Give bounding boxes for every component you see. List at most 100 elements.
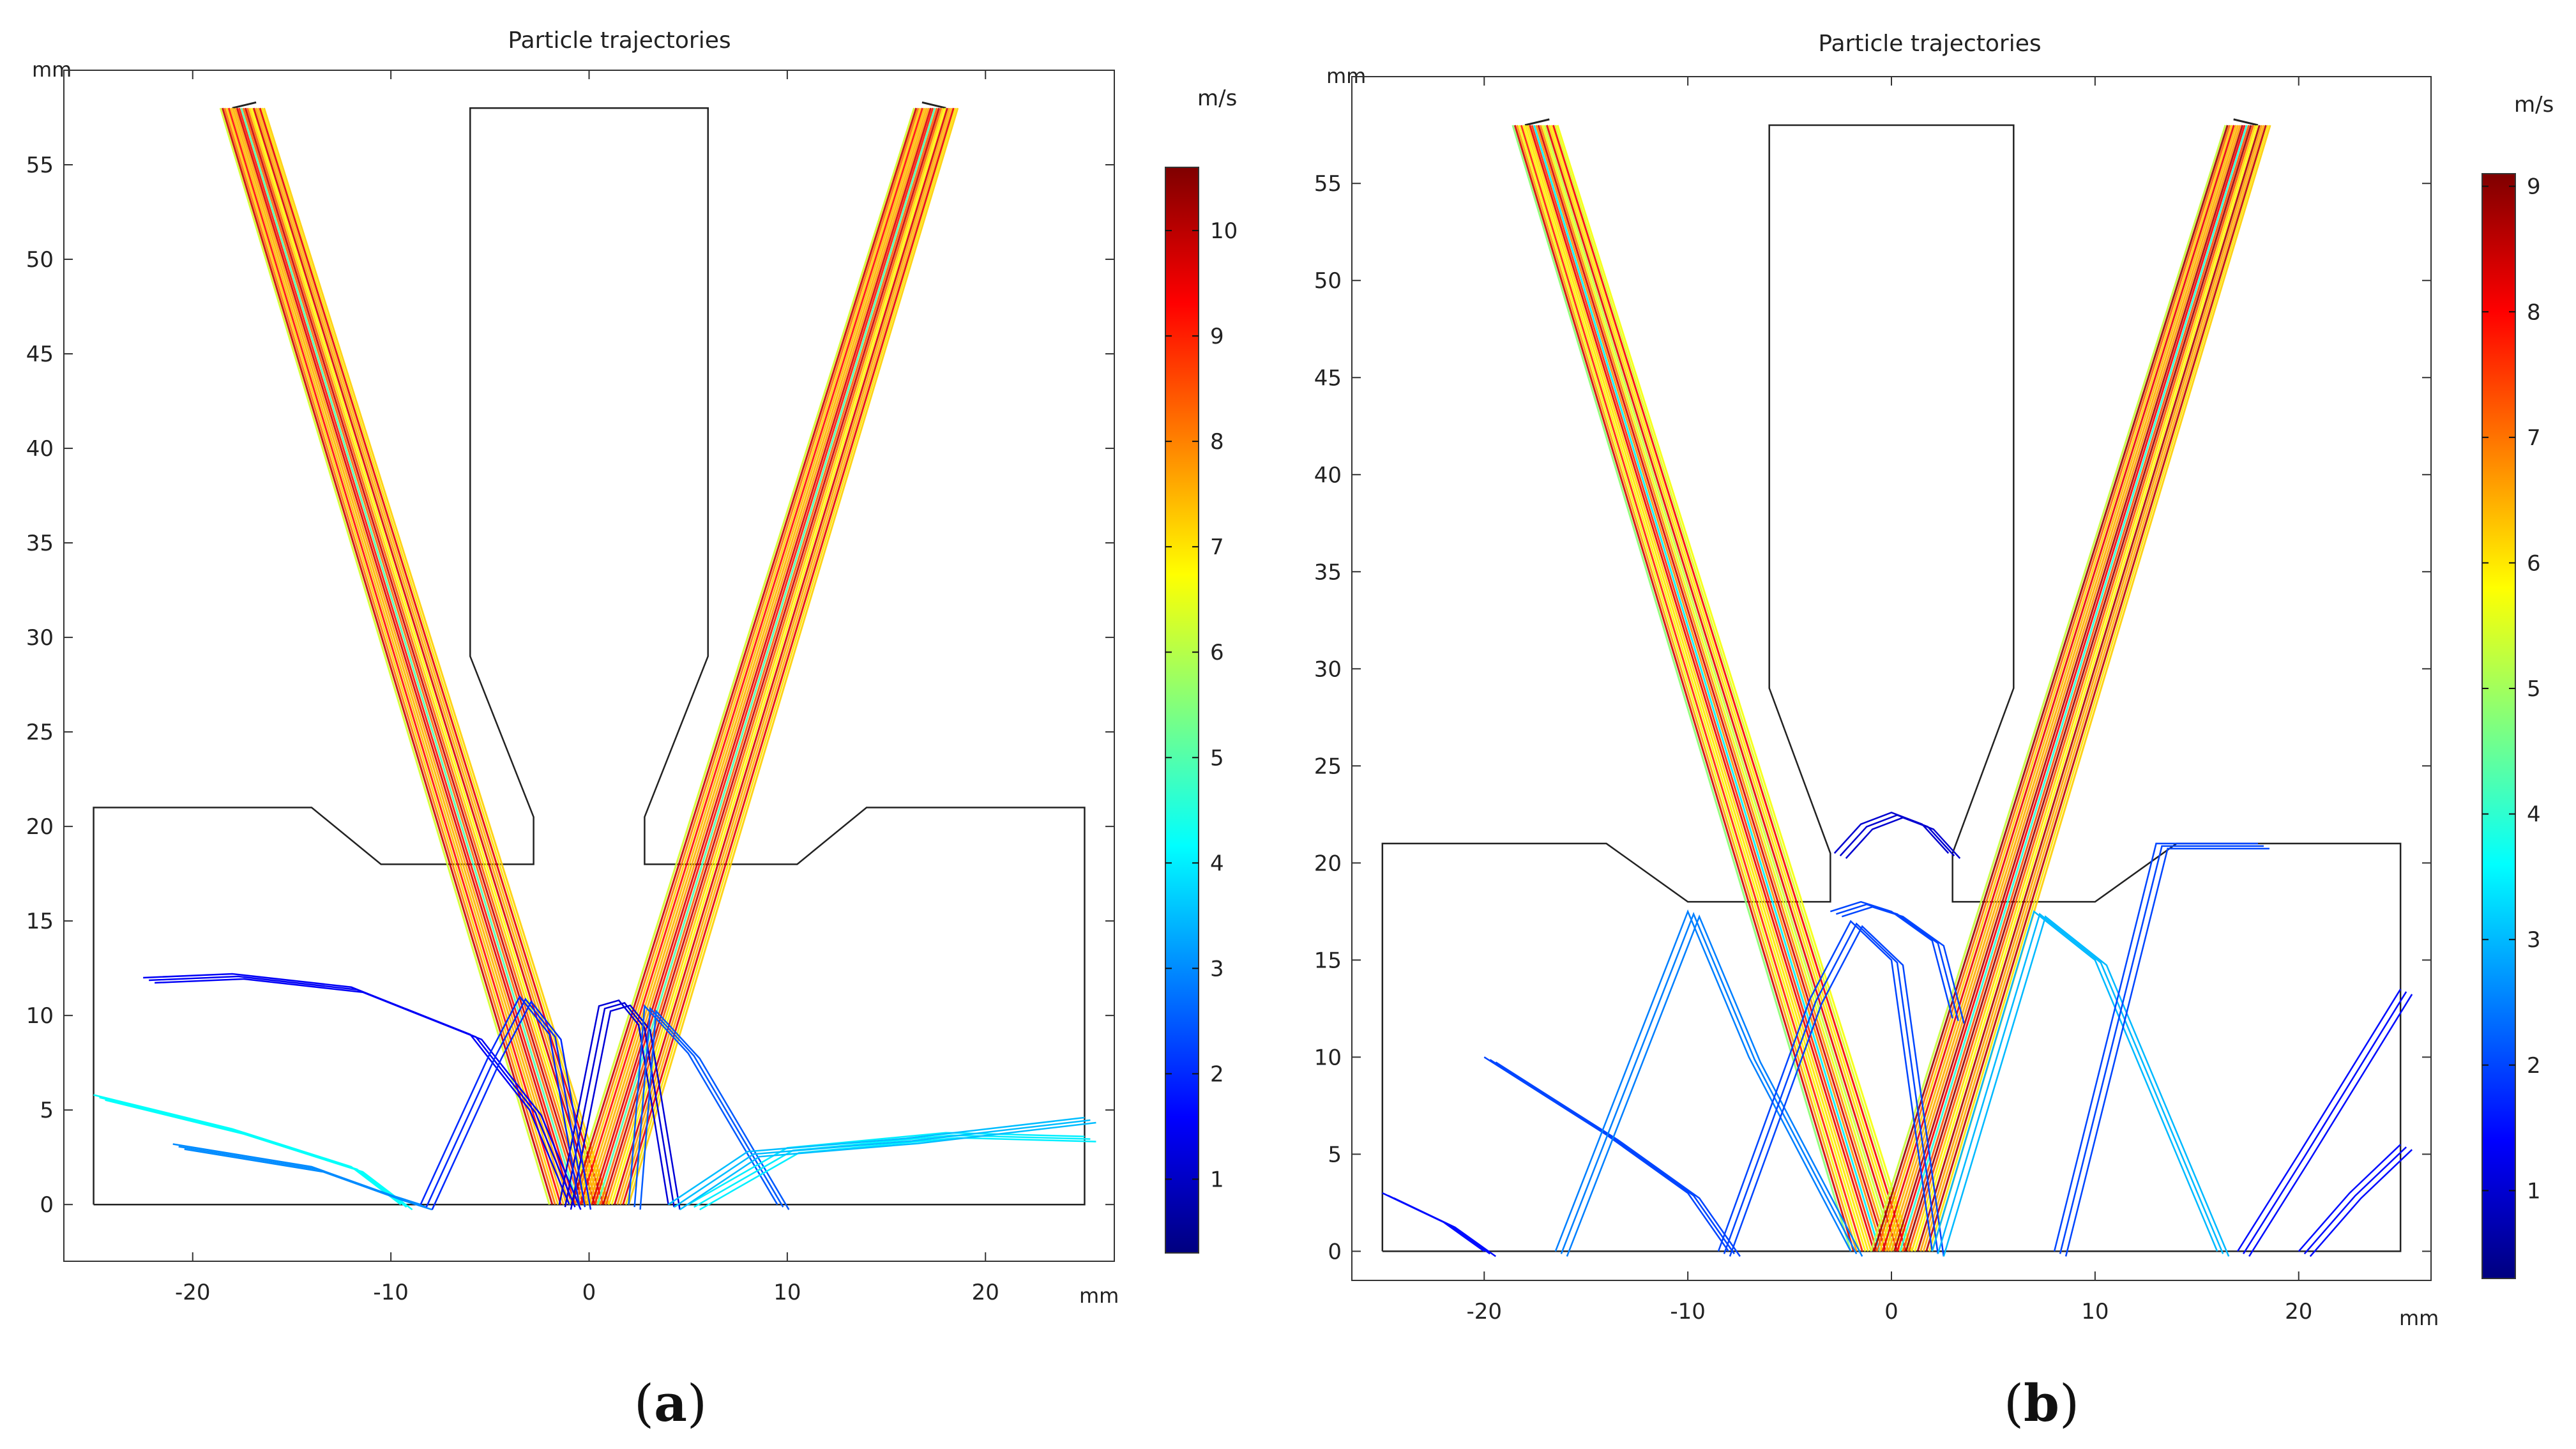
trajectory-rebound-5 <box>425 998 586 1208</box>
trajectory-right-jet <box>577 107 921 1205</box>
trajectory-left-jet <box>1539 125 1890 1252</box>
trajectory-left-jet <box>236 107 573 1205</box>
y-tick-label: 50 <box>1314 268 1342 294</box>
trajectory-right-jet <box>1893 125 2244 1252</box>
colorbar <box>1165 167 1199 1254</box>
trajectory-right-jet <box>588 107 930 1205</box>
trajectory-rebound-6 <box>2059 845 2264 1254</box>
colorbar-tick-label: 3 <box>1210 956 1224 982</box>
trajectory-rebound-8 <box>2298 1144 2402 1252</box>
colorbar-tick-label: 9 <box>1210 324 1224 349</box>
trajectory-right-jet <box>628 107 959 1205</box>
trajectory-left-jet <box>219 107 550 1205</box>
trajectory-rebound-8 <box>667 1116 1085 1206</box>
trajectory-rebound-4 <box>558 999 669 1205</box>
trajectory-rebound-4 <box>564 1002 675 1208</box>
trajectory-right-jet <box>599 107 938 1205</box>
trajectory-rebound-2 <box>1393 1197 1496 1257</box>
trajectory-right-jet <box>622 107 955 1205</box>
colorbar-tick-label: 2 <box>1210 1061 1224 1087</box>
trajectory-right-jet <box>1870 125 2227 1252</box>
trajectory-right-jet <box>593 107 934 1205</box>
trajectory-rebound-1 <box>1483 1056 1729 1252</box>
trajectory-left-jet <box>248 107 590 1205</box>
trajectory-right-jet <box>1899 125 2248 1252</box>
chart-b: Particle trajectories mm mm m/s -20 -10 0 1… <box>1314 31 2554 1330</box>
trajectory-rebound-7 <box>699 1137 1096 1211</box>
y-tick-label: 30 <box>1314 656 1342 682</box>
x-tick-label: 10 <box>2081 1299 2109 1324</box>
colorbar-tick-label: 9 <box>2527 174 2541 200</box>
trajectory-rebound-3 <box>1560 912 1858 1254</box>
y-tick-label: 0 <box>40 1192 54 1218</box>
trajectory-right-jet <box>1922 125 2265 1252</box>
trajectory-left-jet <box>1537 125 1887 1252</box>
x-tick-label: -10 <box>1670 1299 1706 1324</box>
trajectory-left-jet <box>1548 125 1902 1252</box>
x-tick-label: 20 <box>972 1280 999 1305</box>
trajectory-left-jet <box>252 107 596 1205</box>
trajectory-right-jet <box>1884 125 2238 1252</box>
x-tick-label: 20 <box>2285 1299 2312 1324</box>
nozzle-left-outline <box>232 101 257 109</box>
y-tick-label: 15 <box>26 909 54 934</box>
y-tick-label: 35 <box>1314 559 1342 585</box>
trajectory-rebound-8 <box>2303 1146 2407 1255</box>
trajectory-left-jet <box>1552 125 1907 1252</box>
trajectory-right-jet <box>616 107 951 1205</box>
trajectory-left-jet <box>1526 125 1872 1252</box>
trajectory-rebound-5 <box>431 1000 592 1210</box>
trajectory-left-jet <box>257 107 602 1205</box>
trajectory-rebound-3 <box>184 1148 433 1211</box>
trajectory-left-jet <box>263 107 610 1205</box>
chamber-outline <box>93 107 1086 1206</box>
colorbar-tick-label: 2 <box>2527 1053 2541 1079</box>
trajectory-left-jet <box>1512 125 1852 1252</box>
colorbar-tick-label: 10 <box>1210 218 1238 244</box>
colorbar-tick-label: 6 <box>1210 640 1224 665</box>
trajectory-rebound-3 <box>178 1146 427 1208</box>
trajectory-rebound-7 <box>693 1134 1091 1208</box>
trajectory-arc <box>1833 811 1950 854</box>
y-tick-label: 35 <box>26 531 54 556</box>
plot-frame <box>63 70 1115 1262</box>
trajectory-right-jet <box>613 107 948 1205</box>
trajectory-arc <box>1845 816 1961 859</box>
trajectory-left-jet <box>1545 125 1898 1252</box>
trajectory-left-jet <box>244 107 585 1205</box>
panel-caption-a: (a) <box>633 1373 708 1433</box>
trajectory-left-jet <box>240 107 579 1205</box>
trajectory-rebound-2 <box>1382 1192 1485 1252</box>
trajectory-left-jet <box>227 107 562 1205</box>
trajectory-rebound-5 <box>1931 910 2218 1252</box>
trajectory-right-jet <box>582 107 926 1205</box>
colorbar-tick-label: 8 <box>1210 429 1224 455</box>
colorbar-tick-label: 5 <box>2527 676 2541 702</box>
trajectory-left-jet <box>232 107 568 1205</box>
trajectory-rebound-8 <box>673 1119 1091 1208</box>
trajectory-right-jet <box>591 107 932 1205</box>
trajectory-right-jet <box>1881 125 2235 1252</box>
trajectory-rebound-5 <box>1943 915 2230 1257</box>
trajectory-left-jet <box>1520 125 1863 1252</box>
trajectory-left-jet <box>1518 125 1861 1252</box>
trajectory-right-jet <box>1873 125 2229 1252</box>
trajectory-left-jet <box>242 107 582 1205</box>
trajectory-left-jet <box>246 107 587 1205</box>
trajectory-left-jet <box>255 107 599 1205</box>
trajectory-left-jet <box>1543 125 1895 1252</box>
trajectory-rebound-4 <box>1729 925 1945 1257</box>
trajectory-rebound-4 <box>570 1005 681 1210</box>
trajectory-right-jet <box>585 107 928 1205</box>
y-tick-label: 30 <box>26 625 54 651</box>
x-axis-unit: mm <box>1079 1284 1119 1308</box>
trajectory-right-jet <box>1875 125 2231 1252</box>
colorbar-tick-label: 1 <box>2527 1178 2541 1204</box>
y-tick-label: 5 <box>1328 1142 1342 1167</box>
nozzle-right-outline <box>921 101 946 109</box>
trajectory-right-jet <box>608 107 944 1205</box>
trajectory-left-jet <box>1556 125 1913 1252</box>
trajectory-right-jet <box>1920 125 2263 1252</box>
y-tick-label: 40 <box>26 436 54 462</box>
trajectory-left-jet <box>261 107 607 1205</box>
